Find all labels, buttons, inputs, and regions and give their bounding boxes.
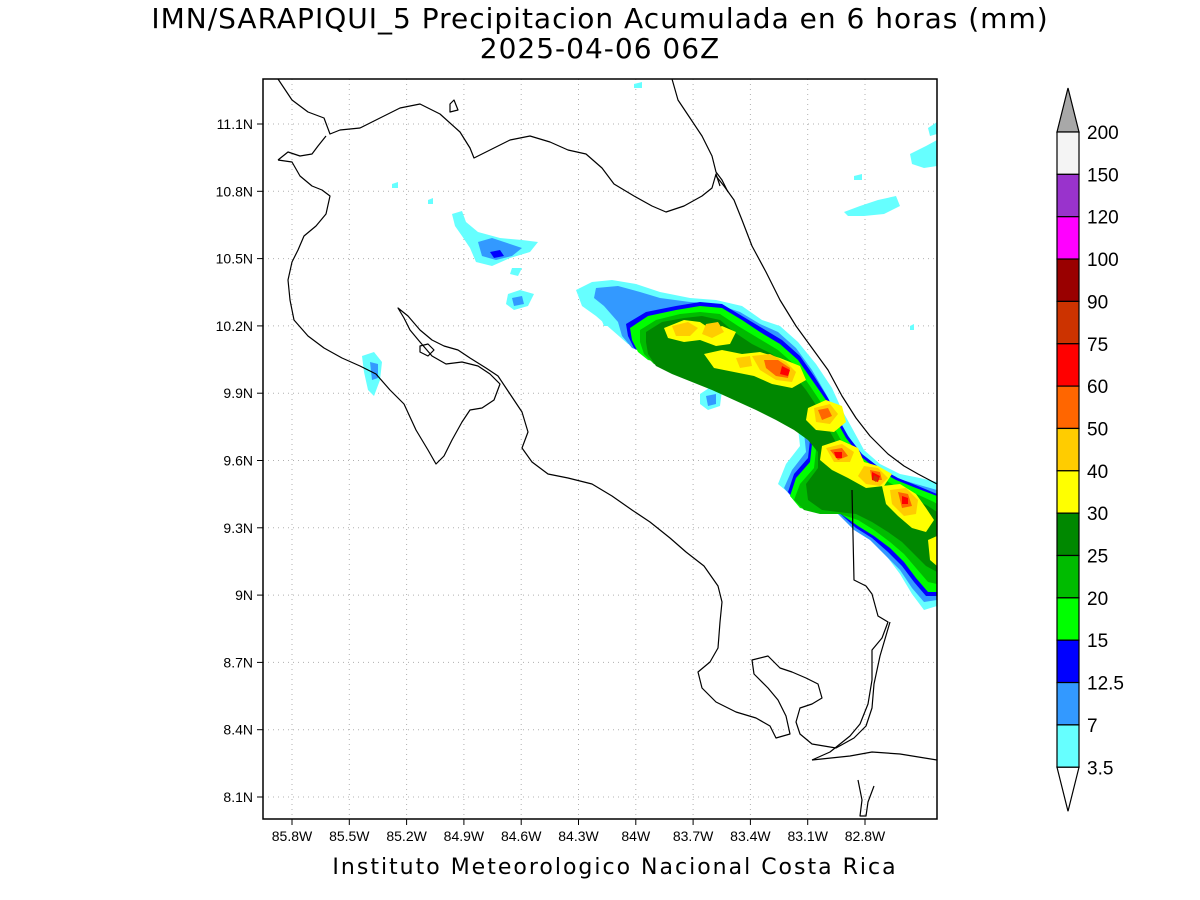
colorbar: 200 150 120 100 90 75 60 50 40 30 25 20 15 12.5 7 3.5	[1056, 87, 1124, 812]
latitude-axis: 11.1N 10.8N 10.5N 10.2N 9.9N 9.6N 9.3N 9N 8.7N 8.…	[216, 116, 263, 805]
colorbar-segment	[1056, 385, 1080, 430]
colorbar-segment	[1056, 173, 1080, 218]
colorbar-label: 100	[1087, 250, 1119, 271]
costa-rica-panama-border	[811, 489, 889, 761]
osa-coast	[811, 751, 937, 761]
lat-tick-label: 8.4N	[223, 722, 253, 738]
lon-tick-label: 85.2W	[386, 828, 427, 844]
precip-band-50	[764, 360, 912, 508]
footer-credit: Instituto Meteorologico Nacional Costa R…	[332, 855, 898, 880]
precip-cell	[844, 196, 900, 216]
colorbar-segment	[1056, 470, 1080, 514]
colorbar-segment	[1056, 639, 1080, 684]
lat-tick-label: 10.5N	[216, 251, 253, 267]
lat-tick-label: 8.1N	[223, 789, 253, 805]
colorbar-label: 90	[1087, 292, 1108, 313]
precip-band-40	[672, 322, 918, 516]
map-title: IMN/SARAPIQUI_5 Precipitacion Acumulada …	[151, 2, 1049, 35]
colorbar-label: 20	[1087, 589, 1108, 610]
colorbar-segment	[1056, 343, 1080, 387]
lat-tick-label: 9.6N	[223, 453, 253, 469]
colorbar-segment	[1056, 427, 1080, 472]
precip-band-30	[664, 320, 937, 566]
colorbar-segment	[1056, 216, 1080, 260]
colorbar-label: 150	[1087, 165, 1119, 186]
colorbar-segment	[1056, 258, 1080, 302]
colorbar-segment	[1056, 597, 1080, 641]
precip-cell	[392, 182, 398, 188]
precip-cell	[490, 250, 504, 258]
colorbar-label: 120	[1087, 208, 1119, 229]
lat-tick-label: 9.3N	[223, 520, 253, 536]
colorbar-segment	[1056, 512, 1080, 557]
lat-tick-label: 10.2N	[216, 318, 253, 334]
colorbar-segment	[1056, 300, 1080, 345]
precip-cell	[928, 122, 937, 136]
colorbar-label: 60	[1087, 377, 1108, 398]
lat-tick-label: 10.8N	[216, 183, 253, 199]
precip-cell	[910, 140, 937, 168]
colorbar-segment	[1056, 554, 1080, 599]
lake-nicaragua-island	[449, 99, 459, 113]
colorbar-label: 40	[1087, 462, 1108, 483]
colorbar-label: 75	[1087, 335, 1108, 356]
colorbar-segment	[1056, 681, 1080, 726]
lon-tick-label: 84.6W	[501, 828, 542, 844]
colorbar-label: 30	[1087, 504, 1108, 525]
lon-tick-label: 83.4W	[730, 828, 771, 844]
colorbar-segment	[1056, 724, 1080, 768]
costa-rica-pacific-coast	[277, 159, 891, 749]
coastlines	[277, 79, 937, 817]
nicoya-coast	[419, 343, 435, 357]
precip-cell	[706, 394, 716, 406]
colorbar-label: 15	[1087, 631, 1108, 652]
lon-tick-label: 84.9W	[444, 828, 485, 844]
colorbar-segment	[1056, 131, 1080, 175]
precip-cell	[910, 324, 914, 330]
lon-tick-label: 84.3W	[558, 828, 599, 844]
precip-cell	[510, 268, 522, 276]
lon-tick-label: 83.7W	[673, 828, 714, 844]
colorbar-label: 50	[1087, 419, 1108, 440]
precip-cell	[428, 198, 433, 204]
gulf-fonseca-coast	[277, 135, 327, 161]
map-datetime: 2025-04-06 06Z	[479, 32, 721, 65]
costa-rica-caribbean-coast	[715, 175, 937, 485]
lon-tick-label: 82.8W	[845, 828, 886, 844]
lon-tick-label: 85.8W	[272, 828, 313, 844]
lat-tick-label: 9N	[235, 587, 253, 603]
lat-tick-label: 8.7N	[223, 654, 253, 670]
nicaragua-caribbean-coast	[671, 79, 729, 193]
lon-tick-label: 83.1W	[787, 828, 828, 844]
precip-band-75	[873, 475, 879, 482]
colorbar-under-arrow	[1056, 766, 1080, 812]
lat-tick-label: 11.1N	[217, 116, 253, 132]
colorbar-label: 25	[1087, 547, 1108, 568]
lon-tick-label: 84W	[621, 828, 651, 844]
precipitation-field	[362, 82, 937, 610]
colorbar-label: 3.5	[1087, 758, 1113, 779]
colorbar-over-arrow	[1056, 87, 1080, 133]
precip-cell	[478, 238, 522, 260]
precip-cell	[370, 362, 378, 380]
panama-coast	[857, 779, 875, 817]
colorbar-label: 7	[1087, 716, 1098, 737]
precip-cell	[512, 296, 524, 306]
colorbar-label: 200	[1087, 123, 1119, 144]
lat-tick-label: 9.9N	[223, 385, 253, 401]
nicaragua-costa-rica-border	[277, 79, 721, 213]
map-frame	[262, 78, 938, 820]
precip-cell	[854, 174, 862, 180]
longitude-axis: 85.8W 85.5W 85.2W 84.9W 84.6W 84.3W 84W 83.7W 83…	[272, 819, 886, 844]
precip-cell	[634, 82, 642, 88]
colorbar-label: 12.5	[1087, 674, 1124, 695]
precip-band-25	[646, 316, 937, 572]
lon-tick-label: 85.5W	[329, 828, 370, 844]
